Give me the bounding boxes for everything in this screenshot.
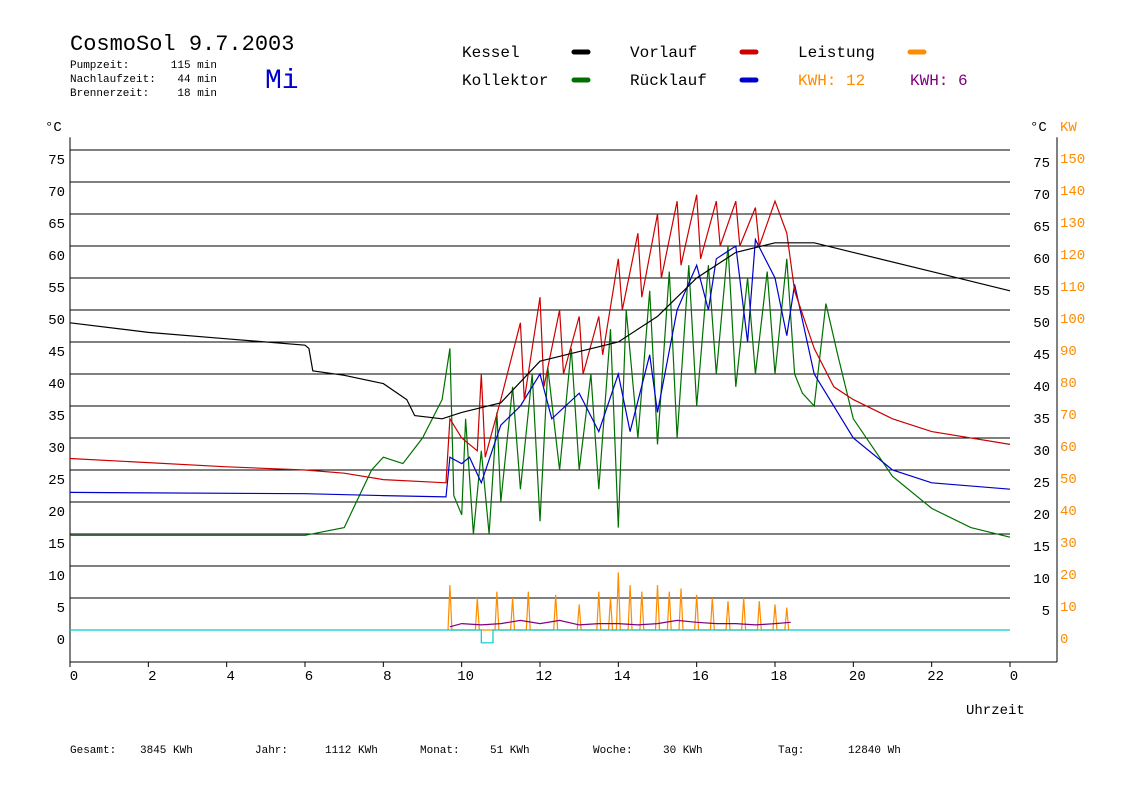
y-right-tick-label: 60 (1033, 252, 1050, 268)
y-tick-label: 55 (48, 281, 65, 297)
y2-tick-label: 80 (1060, 376, 1077, 392)
x-tick-label: 16 (692, 669, 709, 685)
y2-tick-label: 150 (1060, 152, 1085, 168)
series-line (69, 237, 1011, 498)
y-right-tick-label: 75 (1033, 156, 1050, 172)
y-tick-label: 10 (48, 569, 65, 585)
y2-tick-label: 70 (1060, 408, 1077, 424)
y2-tick-label: 140 (1060, 184, 1085, 200)
footer-value: 12840 Wh (848, 745, 901, 757)
y-tick-label: 35 (48, 409, 65, 425)
y-tick-label: 15 (48, 537, 65, 553)
chart-title: CosmoSol 9.7.2003 (70, 32, 294, 57)
y-right-tick-label: 15 (1033, 540, 1050, 556)
footer-label: Woche: (593, 745, 633, 757)
y2-tick-label: 20 (1060, 568, 1077, 584)
y-tick-label: 50 (48, 313, 65, 329)
y-tick-label: 0 (57, 633, 65, 649)
x-tick-label: 4 (226, 669, 234, 685)
y-right-tick-label: 65 (1033, 220, 1050, 236)
legend-label: Rücklauf (630, 72, 707, 90)
weekday: Mi (265, 66, 299, 97)
y-right-tick-label: 40 (1033, 380, 1050, 396)
legend-label: Leistung (798, 44, 875, 62)
x-tick-label: 0 (70, 669, 78, 685)
y-tick-label: 40 (48, 377, 65, 393)
y-right-tick-label: 35 (1033, 412, 1050, 428)
y2-tick-label: 60 (1060, 440, 1077, 456)
y2-tick-label: 40 (1060, 504, 1077, 520)
y-axis-label: °C (45, 120, 62, 136)
y-right-tick-label: 30 (1033, 444, 1050, 460)
x-tick-label: 8 (383, 669, 391, 685)
y-right-tick-label: 20 (1033, 508, 1050, 524)
y-tick-label: 30 (48, 441, 65, 457)
footer-label: Tag: (778, 745, 804, 757)
info-label: Pumpzeit: (70, 60, 129, 72)
info-value: 18 min (177, 88, 217, 100)
y-right-tick-label: 5 (1042, 604, 1050, 620)
info-label: Nachlaufzeit: (70, 74, 156, 86)
y-right-tick-label: 25 (1033, 476, 1050, 492)
kwh-label: KWH: 12 (798, 72, 865, 90)
info-value: 44 min (177, 74, 217, 86)
y2-tick-label: 110 (1060, 280, 1085, 296)
footer-label: Monat: (420, 745, 460, 757)
y-right-tick-label: 45 (1033, 348, 1050, 364)
x-tick-label: 0 (1010, 669, 1018, 685)
footer-value: 30 KWh (663, 745, 703, 757)
y-tick-label: 25 (48, 473, 65, 489)
y2-tick-label: 120 (1060, 248, 1085, 264)
info-label: Brennerzeit: (70, 88, 149, 100)
x-axis-label: Uhrzeit (966, 703, 1025, 719)
footer-label: Gesamt: (70, 745, 116, 757)
y-tick-label: 60 (48, 249, 65, 265)
y-right-tick-label: 10 (1033, 572, 1050, 588)
y2-axis-label: KW (1060, 120, 1077, 136)
y-right-tick-label: 55 (1033, 284, 1050, 300)
kwh-label: KWH: 6 (910, 72, 968, 90)
series-line (69, 194, 1011, 484)
y-tick-label: 70 (48, 185, 65, 201)
x-tick-label: 6 (305, 669, 313, 685)
y2-tick-label: 50 (1060, 472, 1077, 488)
y2-axis-unit: °C (1030, 120, 1047, 136)
x-tick-label: 18 (771, 669, 788, 685)
x-tick-label: 14 (614, 669, 631, 685)
series-line (70, 629, 1010, 644)
y-tick-label: 45 (48, 345, 65, 361)
y2-tick-label: 100 (1060, 312, 1085, 328)
series-line (70, 245, 1011, 538)
x-tick-label: 2 (148, 669, 156, 685)
legend-label: Kollektor (462, 72, 548, 90)
x-tick-label: 22 (927, 669, 944, 685)
info-value: 115 min (171, 60, 217, 72)
x-tick-label: 12 (536, 669, 553, 685)
x-tick-label: 10 (457, 669, 474, 685)
y2-tick-label: 10 (1060, 600, 1077, 616)
series-line (449, 619, 791, 628)
footer-value: 3845 KWh (140, 745, 193, 757)
series-line (69, 242, 1011, 420)
footer-label: Jahr: (255, 745, 288, 757)
y2-tick-label: 30 (1060, 536, 1077, 552)
y2-tick-label: 0 (1060, 632, 1068, 648)
legend-label: Kessel (462, 44, 520, 62)
legend-label: Vorlauf (630, 44, 697, 62)
y-right-tick-label: 70 (1033, 188, 1050, 204)
y2-tick-label: 90 (1060, 344, 1077, 360)
y-tick-label: 5 (57, 601, 65, 617)
x-tick-label: 20 (849, 669, 866, 685)
y-right-tick-label: 50 (1033, 316, 1050, 332)
y2-tick-label: 130 (1060, 216, 1085, 232)
y-tick-label: 20 (48, 505, 65, 521)
footer-value: 1112 KWh (325, 745, 378, 757)
footer-value: 51 KWh (490, 745, 530, 757)
y-tick-label: 65 (48, 217, 65, 233)
y-tick-label: 75 (48, 153, 65, 169)
